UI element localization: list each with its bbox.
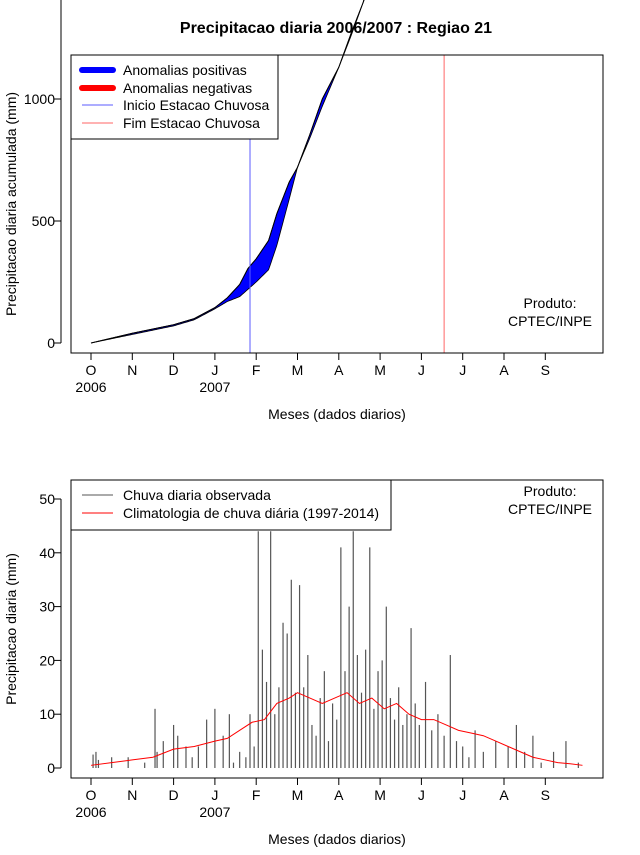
daily-y-tick-label: 0 — [47, 760, 55, 776]
daily-x-tick-label: D — [169, 787, 179, 803]
cumulative-x-tick-label: A — [499, 362, 509, 378]
cumulative-x-tick-label: J — [418, 362, 425, 378]
cumulative-x-tick-label: O — [86, 362, 97, 378]
daily-year-label: 2006 — [75, 804, 106, 820]
cumulative-x-tick-label: J — [459, 362, 466, 378]
daily-x-tick-label: O — [86, 787, 97, 803]
cumulative-y-tick-label: 1000 — [24, 91, 55, 107]
legend-climatology-label: Climatologia de chuva diária (1997-2014) — [123, 505, 379, 521]
daily-y-tick-label: 20 — [39, 652, 55, 668]
daily-x-tick-label: J — [211, 787, 218, 803]
cumulative-x-tick-label: F — [252, 362, 261, 378]
daily-y-tick-label: 50 — [39, 491, 55, 507]
daily-chart: 0 10 20 30 40 50 O N D J F M A M J J A S 2006 2007 Precipi… — [3, 479, 604, 847]
cumulative-x-tick-label: M — [374, 362, 386, 378]
daily-x-tick-label: F — [252, 787, 261, 803]
cumulative-x-tick-label: S — [541, 362, 550, 378]
daily-legend: Chuva diaria observada Climatologia de c… — [70, 479, 392, 531]
legend-fim-label: Fim Estacao Chuvosa — [123, 115, 260, 131]
daily-x-tick-label: J — [418, 787, 425, 803]
climatology-daily-line — [90, 692, 583, 766]
daily-x-tick-label: S — [541, 787, 550, 803]
cumulative-year-label: 2006 — [75, 379, 106, 395]
daily-y-tick-label: 40 — [39, 545, 55, 561]
product-label-bottom: Produto: — [524, 483, 577, 499]
daily-y-tick-label: 30 — [39, 599, 55, 615]
product-label: Produto: — [524, 295, 577, 311]
cumulative-legend: Anomalias positivas Anomalias negativas … — [70, 54, 279, 140]
cumulative-x-tick-label: M — [292, 362, 304, 378]
daily-x-tick-label: J — [459, 787, 466, 803]
cumulative-x-tick-label: N — [127, 362, 137, 378]
product-source: CPTEC/INPE — [508, 313, 592, 329]
daily-y-tick-label: 10 — [39, 706, 55, 722]
legend-inicio-label: Inicio Estacao Chuvosa — [123, 97, 270, 113]
cumulative-y-tick-label: 0 — [47, 335, 55, 351]
legend-observed-label: Chuva diaria observada — [123, 487, 271, 503]
daily-x-tick-label: A — [499, 787, 509, 803]
cumulative-year-label: 2007 — [199, 379, 230, 395]
legend-negative-label: Anomalias negativas — [123, 80, 252, 96]
legend-positive-label: Anomalias positivas — [123, 62, 247, 78]
cumulative-y-tick-label: 500 — [32, 213, 56, 229]
product-source-bottom: CPTEC/INPE — [508, 501, 592, 517]
daily-x-tick-label: M — [292, 787, 304, 803]
daily-x-tick-label: M — [374, 787, 386, 803]
daily-y-axis-label: Precipitacao diaria (mm) — [3, 553, 19, 705]
observed-cumulative-line — [90, 0, 365, 344]
daily-legend-box — [70, 479, 392, 531]
cumulative-x-tick-label: A — [334, 362, 344, 378]
cumulative-x-tick-label: D — [169, 362, 179, 378]
cumulative-y-axis-label: Precipitacao diaria acumulada (mm) — [3, 92, 19, 316]
cumulative-x-tick-label: J — [211, 362, 218, 378]
cumulative-x-axis-label: Meses (dados diarios) — [268, 406, 406, 422]
page-title: Precipitacao diaria 2006/2007 : Regiao 2… — [180, 20, 492, 37]
daily-x-tick-label: A — [334, 787, 344, 803]
daily-x-axis-label: Meses (dados diarios) — [268, 831, 406, 847]
daily-x-tick-label: N — [127, 787, 137, 803]
daily-year-label: 2007 — [199, 804, 230, 820]
positive-anomaly-band — [90, 0, 365, 344]
